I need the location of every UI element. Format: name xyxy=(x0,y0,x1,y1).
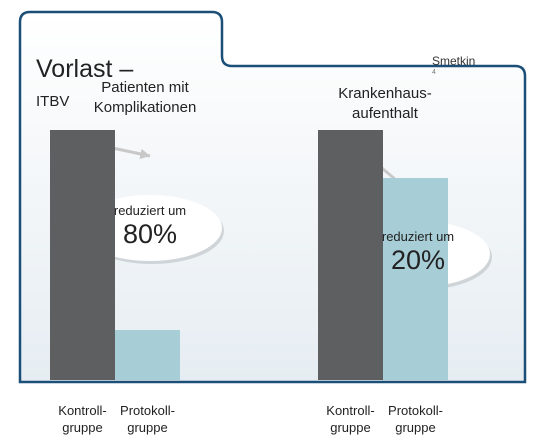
callout-value: 80% xyxy=(122,219,178,249)
callout-text: reduziert um xyxy=(113,203,187,218)
group-label: Patienten mit Komplikationen xyxy=(93,79,197,116)
source: Smetkin 4 xyxy=(432,40,475,82)
source-name: Smetkin xyxy=(432,54,476,68)
category-label: Kontroll- gruppe xyxy=(58,403,107,435)
category-label: Protokoll- gruppe xyxy=(388,403,443,435)
callout-text: reduziert um xyxy=(381,229,455,244)
title-main: Vorlast – xyxy=(36,55,134,83)
bar xyxy=(115,330,180,380)
bar xyxy=(50,130,115,380)
bar xyxy=(383,177,448,380)
callout-value: 20% xyxy=(390,245,446,275)
category-label: Kontroll- gruppe xyxy=(326,403,375,435)
chart-title: Vorlast – ITBV xyxy=(36,26,133,113)
arrow-head xyxy=(139,148,150,160)
group-label: Krankenhaus- aufenthalt xyxy=(338,85,432,122)
title-unit: ITBV xyxy=(36,93,70,110)
bar xyxy=(318,130,383,380)
source-ref: 4 xyxy=(432,69,436,76)
category-label: Protokoll- gruppe xyxy=(120,403,175,435)
